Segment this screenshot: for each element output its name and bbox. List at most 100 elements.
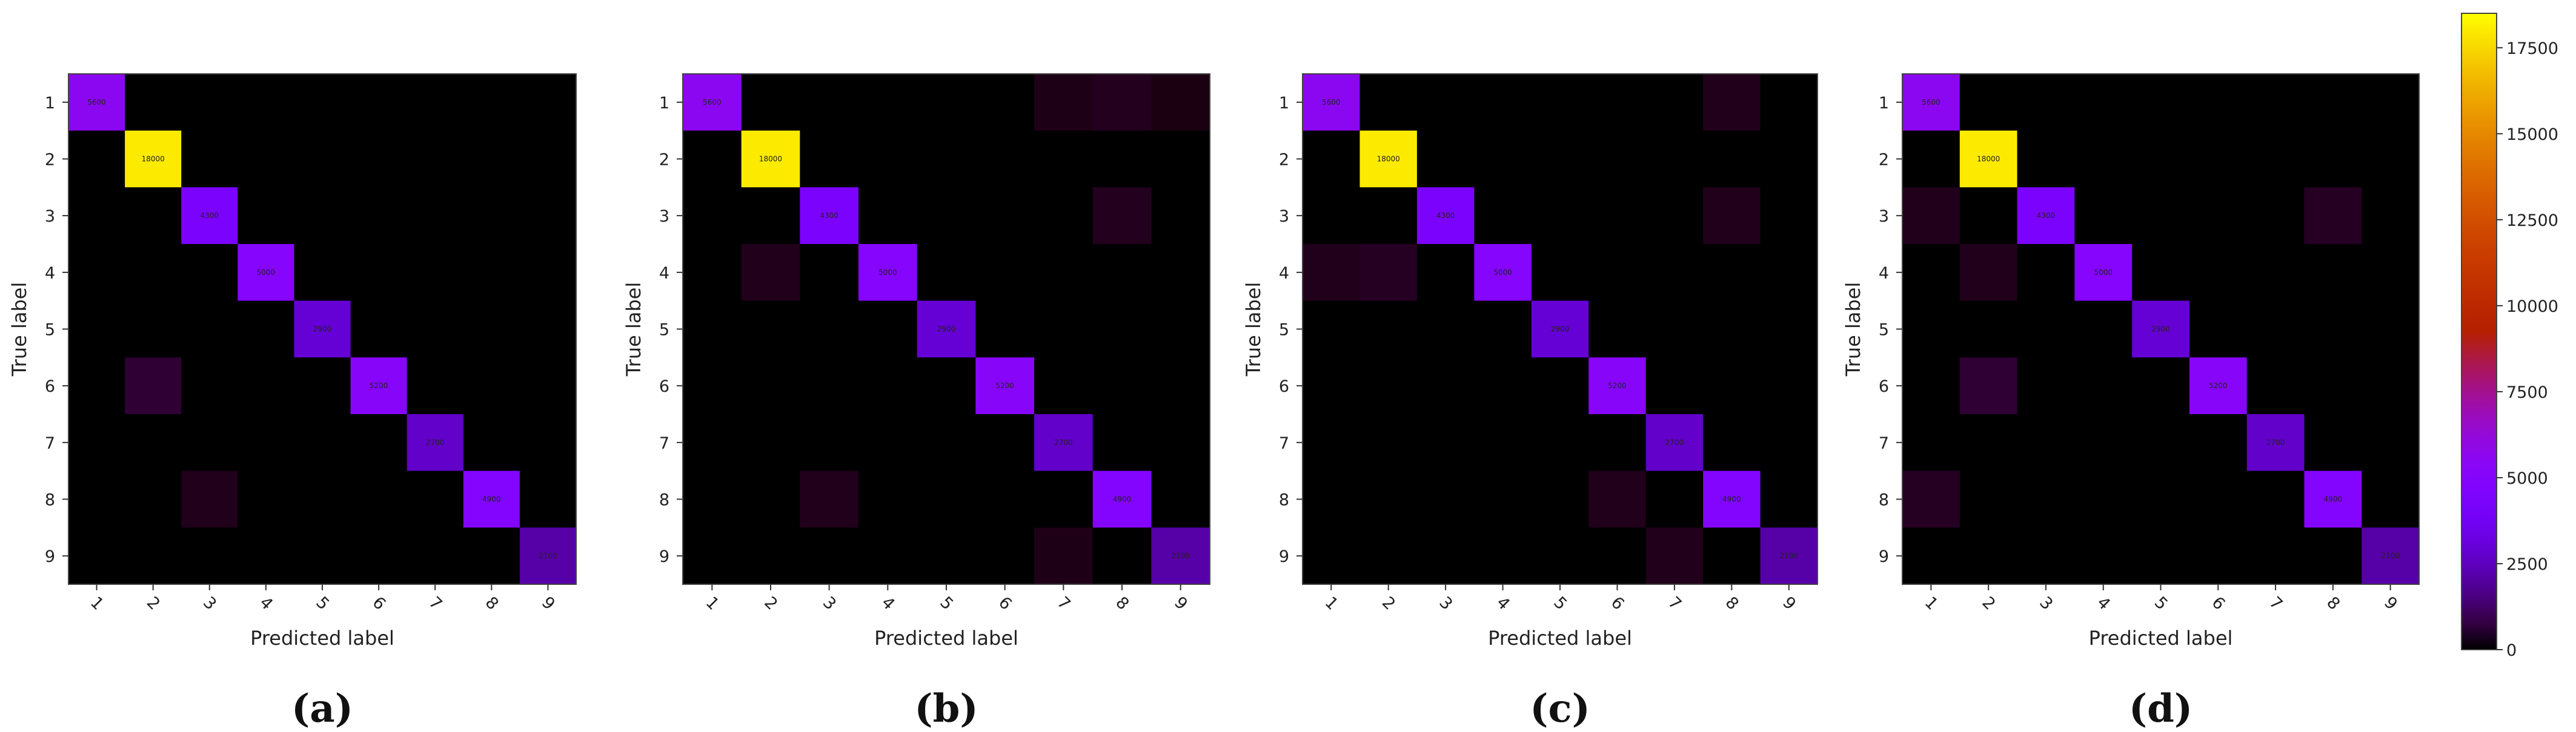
- heatmap-cell: [683, 244, 742, 302]
- heatmap-cell: [407, 470, 464, 528]
- heatmap-cell: [2132, 187, 2190, 245]
- heatmap-cell: [1588, 300, 1647, 358]
- heatmap-cell: [407, 300, 464, 358]
- heatmap-cell: [237, 130, 295, 188]
- heatmap-cell: [519, 357, 577, 415]
- heatmap-cell: [1959, 300, 2018, 358]
- heatmap-cell: [2017, 244, 2075, 302]
- heatmap-cell: [1531, 414, 1589, 472]
- heatmap-cell: [1760, 130, 1818, 188]
- y-tick-label: 4: [659, 264, 669, 283]
- heatmap-cell: [519, 74, 577, 131]
- colorbar-gradient: [2461, 13, 2497, 650]
- heatmap-cell: [2304, 74, 2362, 131]
- heatmap-cell: [2074, 74, 2133, 131]
- heatmap-cell: [519, 130, 577, 188]
- heatmap-cell: [2189, 470, 2248, 528]
- heatmap-cell: [350, 470, 408, 528]
- heatmap-cell: [1416, 470, 1475, 528]
- x-tick-label: 3: [819, 593, 840, 614]
- heatmap-cell: [2189, 187, 2248, 245]
- heatmap-cell: [407, 357, 464, 415]
- heatmap-cell: [1902, 357, 1960, 415]
- heatmap-cell: [1645, 300, 1704, 358]
- x-tick-label: 3: [199, 593, 220, 614]
- heatmap-cell: [1303, 187, 1361, 245]
- cell-value-label: 5000: [257, 268, 276, 277]
- heatmap-cell: [2189, 74, 2248, 131]
- cell-value-label: 5600: [1922, 98, 1940, 107]
- x-tick-label: 9: [2380, 593, 2401, 614]
- cell-value-label: 4900: [1722, 495, 1741, 504]
- heatmap-cell: [1034, 357, 1094, 415]
- heatmap-cell: [1092, 414, 1152, 472]
- heatmap-cell: [1645, 527, 1704, 585]
- heatmap-cell: [68, 130, 125, 188]
- x-axis-label: Predicted label: [250, 627, 394, 650]
- heatmap-cell: [1303, 130, 1361, 188]
- heatmap-cell: [2074, 130, 2133, 188]
- y-tick-label: 3: [1879, 207, 1889, 226]
- y-tick-label: 2: [45, 151, 55, 170]
- heatmap-cell: [68, 244, 125, 302]
- heatmap-cell: [350, 130, 408, 188]
- heatmap-cell: [2132, 414, 2190, 472]
- heatmap-cell: [1902, 470, 1960, 528]
- x-tick-label: 6: [368, 593, 389, 614]
- heatmap-cell: [2362, 130, 2420, 188]
- colorbar-tick-label: 10000: [2506, 297, 2558, 316]
- heatmap-cell: [1151, 357, 1210, 415]
- y-tick-label: 6: [659, 377, 669, 396]
- x-tick-label: 9: [538, 593, 559, 614]
- heatmap-cell: [1902, 244, 1960, 302]
- heatmap-cell: [1959, 130, 2018, 188]
- y-tick-label: 9: [1279, 547, 1289, 566]
- x-tick-label: 9: [1779, 593, 1799, 614]
- heatmap-cell: [2246, 470, 2305, 528]
- cell-value-label: 5600: [1322, 98, 1341, 107]
- heatmap-cell: [975, 187, 1035, 245]
- heatmap-cell: [1474, 527, 1532, 585]
- heatmap-cell: [741, 300, 800, 358]
- heatmap-cell: [237, 527, 295, 585]
- cell-value-label: 5200: [995, 381, 1014, 390]
- heatmap-cell: [2074, 187, 2133, 245]
- x-tick-label: 8: [1112, 593, 1132, 614]
- heatmap-cell: [917, 130, 976, 188]
- heatmap-cell: [1645, 130, 1704, 188]
- heatmap-cell: [2246, 300, 2305, 358]
- heatmap-cell: [294, 470, 351, 528]
- heatmap-cell: [2189, 130, 2248, 188]
- cell-value-label: 5200: [1608, 381, 1627, 390]
- heatmap-cell: [237, 244, 295, 302]
- x-tick-label: 5: [312, 593, 333, 614]
- panel-caption: (d): [2129, 686, 2193, 731]
- heatmap-cell: [1416, 300, 1475, 358]
- heatmap-cell: [294, 74, 351, 131]
- heatmap-cell: [2246, 527, 2305, 585]
- heatmap-cell: [125, 357, 182, 415]
- heatmap-cell: [975, 527, 1035, 585]
- heatmap-cell: [1303, 414, 1361, 472]
- heatmap-cell: [683, 74, 742, 131]
- heatmap-cell: [125, 414, 182, 472]
- heatmap-cell: [125, 300, 182, 358]
- heatmap-cell: [519, 527, 577, 585]
- y-tick-label: 8: [45, 491, 55, 510]
- heatmap-cell: [2017, 130, 2075, 188]
- heatmap-cell: [1531, 527, 1589, 585]
- heatmap-cell: [1703, 527, 1761, 585]
- y-tick-label: 1: [659, 94, 669, 113]
- heatmap-cell: [2246, 130, 2305, 188]
- cell-value-label: 18000: [142, 155, 165, 163]
- heatmap-cell: [975, 357, 1035, 415]
- heatmap-cell: [1902, 74, 1960, 131]
- heatmap-cell: [975, 414, 1035, 472]
- heatmap-cell: [294, 130, 351, 188]
- x-tick-label: 1: [1321, 593, 1342, 614]
- heatmap-cell: [407, 414, 464, 472]
- heatmap-cell: [1359, 187, 1418, 245]
- y-axis-label: True label: [622, 282, 645, 377]
- heatmap-cell: [1531, 300, 1589, 358]
